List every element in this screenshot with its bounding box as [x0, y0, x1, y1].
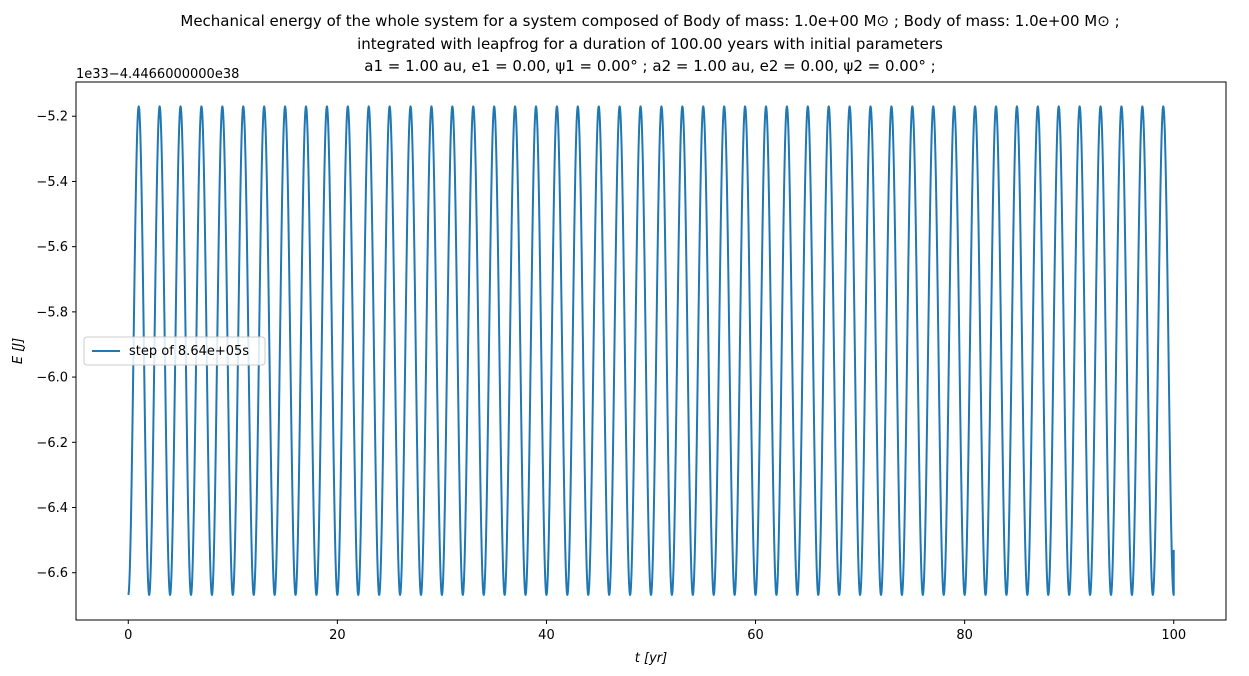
- y-tick-label: −5.4: [36, 175, 68, 190]
- y-axis: −5.2 −5.4 −5.6 −5.8 −6.0 −6.2 −6.4 −6.6: [36, 110, 76, 581]
- legend-frame: [83, 336, 266, 366]
- x-tick-label: 0: [124, 628, 132, 643]
- x-axis: 0 20 40 60 80 100: [124, 620, 1186, 643]
- y-tick-label: −6.6: [36, 566, 68, 581]
- y-axis-label: E [J]: [11, 338, 26, 364]
- x-tick-label: 20: [329, 628, 346, 643]
- legend: step of 8.64e+05s: [83, 336, 266, 366]
- title-line-1: Mechanical energy of the whole system fo…: [180, 12, 1119, 30]
- axes-frame: [75, 81, 1227, 621]
- y-offset-text: 1e33−4.4466000000e38: [76, 67, 239, 82]
- title-line-3: a1 = 1.00 au, e1 = 0.00, ψ1 = 0.00° ; a2…: [364, 57, 935, 75]
- legend-label: step of 8.64e+05s: [129, 344, 249, 359]
- y-tick-label: −6.2: [36, 436, 68, 451]
- chart-title: Mechanical energy of the whole system fo…: [180, 12, 1119, 75]
- series-line: [127, 105, 1175, 596]
- title-line-2: integrated with leapfrog for a duration …: [357, 35, 943, 53]
- x-tick-label: 60: [747, 628, 764, 643]
- x-axis-label: t [yr]: [635, 651, 667, 666]
- x-tick-label: 100: [1161, 628, 1186, 643]
- y-tick-label: −6.0: [36, 371, 68, 386]
- x-tick-label: 40: [538, 628, 555, 643]
- y-tick-label: −5.6: [36, 240, 68, 255]
- x-tick-label: 80: [956, 628, 973, 643]
- y-tick-label: −5.2: [36, 110, 68, 125]
- plot-area: [127, 105, 1175, 596]
- y-tick-label: −5.8: [36, 305, 68, 320]
- y-tick-label: −6.4: [36, 501, 68, 516]
